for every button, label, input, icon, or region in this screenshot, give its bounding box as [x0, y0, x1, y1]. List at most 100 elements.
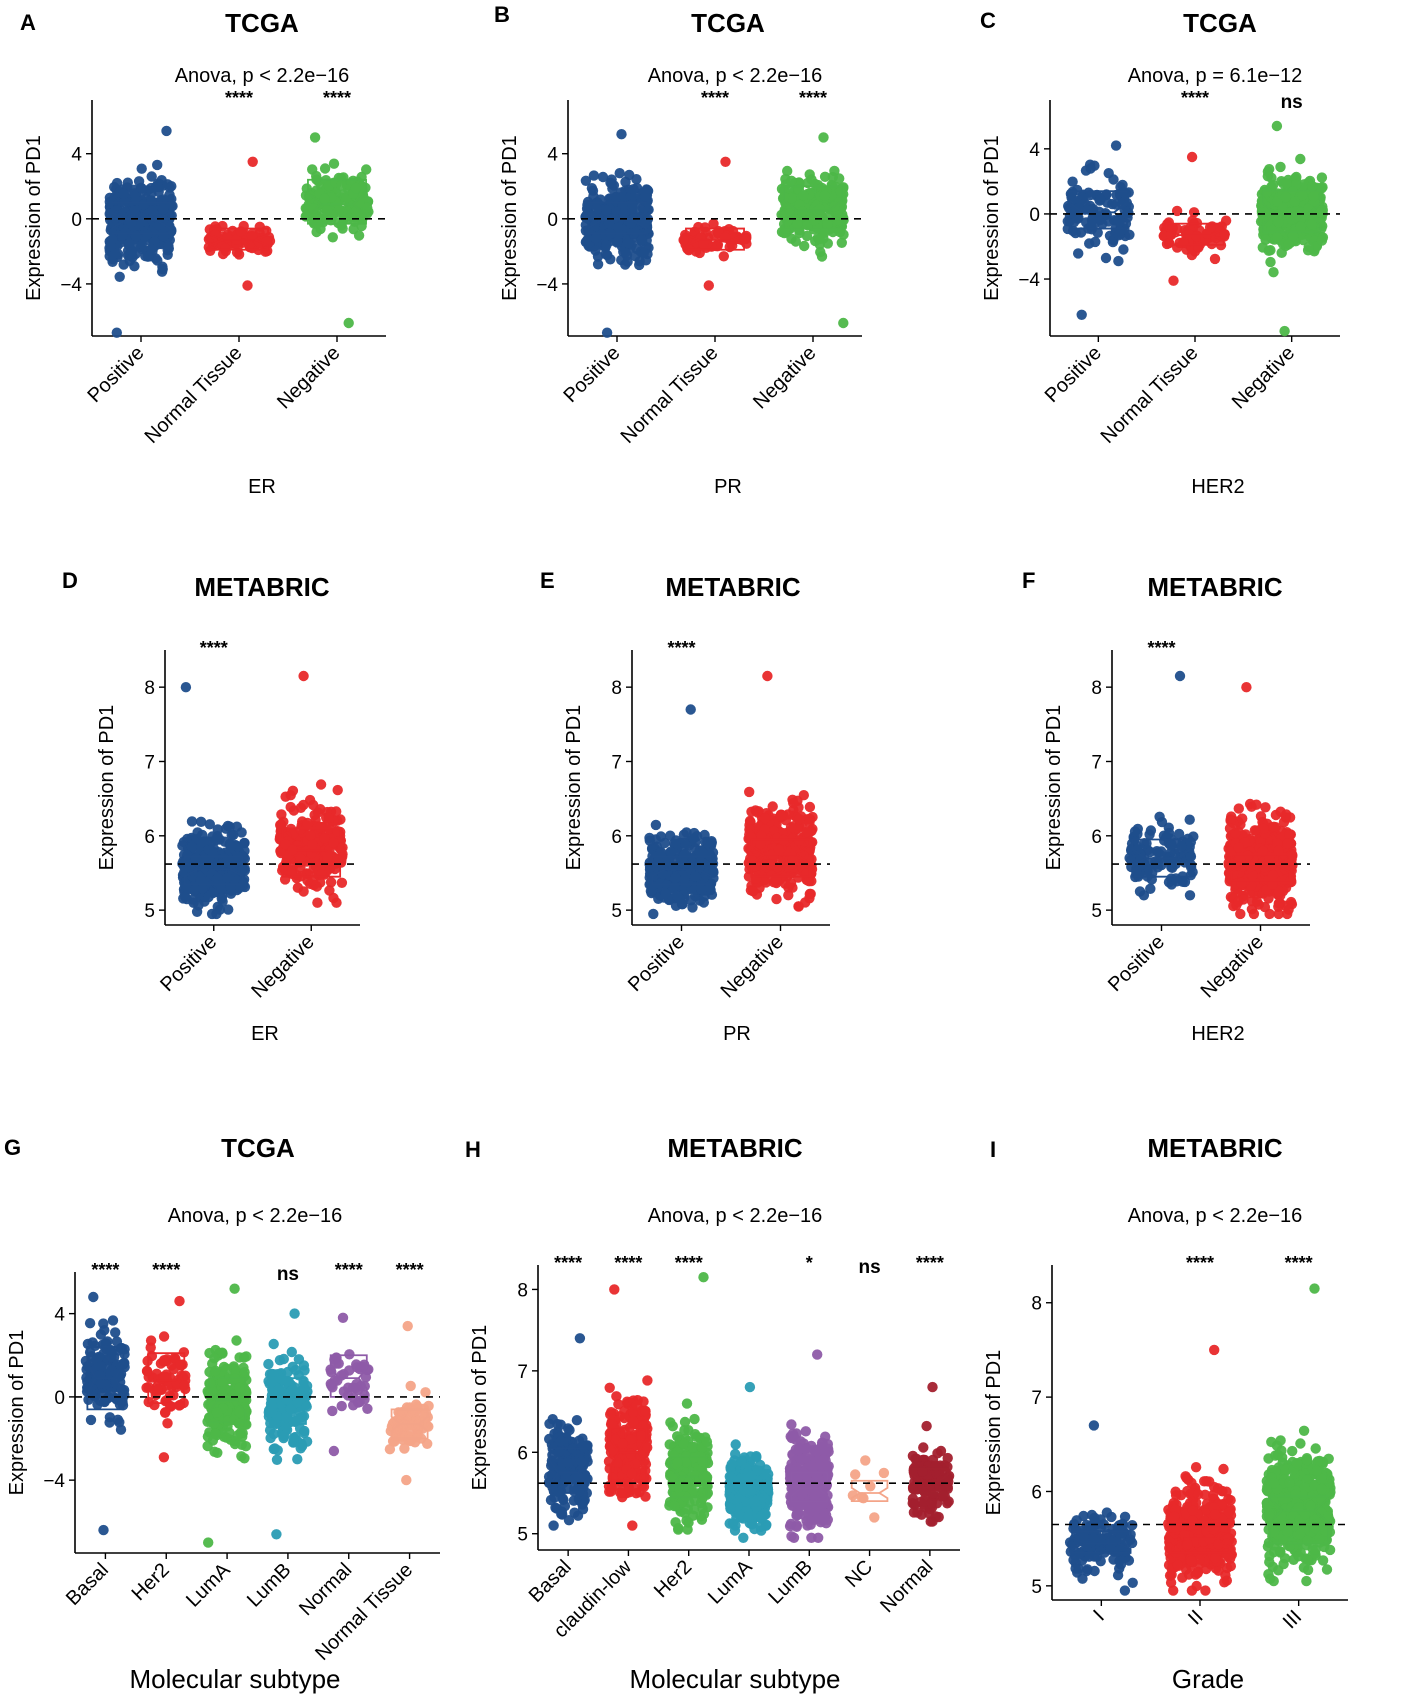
data-point [1219, 229, 1230, 240]
data-point [1134, 886, 1146, 897]
x-tick-label: Positive [1104, 931, 1169, 996]
data-point [601, 205, 612, 216]
data-point [222, 872, 233, 883]
data-point [620, 176, 631, 188]
data-point [1116, 198, 1128, 210]
group-negative [776, 132, 849, 329]
data-point [328, 837, 339, 848]
data-point [84, 1318, 96, 1329]
data-point [1145, 883, 1156, 894]
data-point [1186, 151, 1198, 163]
data-point [1156, 846, 1167, 857]
data-point [111, 177, 123, 189]
data-point [180, 682, 192, 693]
data-point [152, 178, 164, 189]
data-point [702, 837, 713, 848]
data-point [242, 280, 253, 291]
data-point [670, 835, 682, 846]
data-point [206, 908, 218, 920]
data-point [197, 883, 208, 894]
data-point [767, 801, 778, 812]
data-point [107, 1315, 119, 1326]
data-point [350, 182, 362, 194]
data-point [590, 233, 602, 244]
data-point [336, 1400, 347, 1412]
data-point [628, 184, 639, 195]
significance-label: ns [277, 1264, 299, 1285]
box [281, 827, 342, 878]
panel-letter: A [20, 10, 36, 35]
data-point [640, 190, 651, 202]
data-point [1191, 231, 1203, 242]
y-tick-label: 0 [547, 210, 558, 231]
data-point [829, 165, 840, 177]
data-point [597, 171, 609, 183]
data-point [107, 234, 118, 245]
anova-subtitle: Anova, p < 2.2e−16 [648, 65, 823, 87]
data-point [819, 190, 830, 201]
data-point [174, 1295, 185, 1307]
data-point [343, 317, 354, 329]
data-point [1184, 814, 1195, 825]
data-point [195, 875, 207, 886]
data-point [1113, 255, 1124, 267]
data-point [838, 229, 849, 240]
data-point [1284, 829, 1295, 840]
data-point [145, 1335, 157, 1346]
data-point [773, 844, 785, 855]
data-point [819, 171, 831, 182]
data-point [698, 897, 709, 908]
data-point [618, 209, 629, 220]
significance-label: **** [152, 1260, 180, 1280]
data-point [263, 1358, 274, 1370]
data-point [152, 1384, 163, 1395]
data-point [216, 893, 227, 904]
data-point [838, 317, 849, 329]
significance-label: **** [799, 88, 827, 108]
x-tick-label: Positive [156, 931, 221, 996]
data-point [328, 892, 339, 904]
x-axis-label: PR [714, 476, 742, 498]
data-point [601, 327, 613, 338]
y-axis-label: Expression of PD1 [23, 135, 45, 301]
data-point [650, 819, 662, 831]
data-point [1073, 248, 1084, 259]
data-point [785, 822, 797, 833]
data-point [678, 234, 689, 246]
data-point [790, 236, 801, 247]
data-point [307, 164, 318, 175]
data-point [638, 248, 649, 259]
data-point [85, 1414, 97, 1426]
data-point [611, 237, 623, 248]
data-point [236, 827, 247, 838]
data-point [110, 1327, 121, 1338]
significance-label: **** [323, 88, 351, 108]
data-point [1067, 176, 1078, 187]
x-tick-label: Normal Tissue [617, 342, 723, 448]
data-point [1118, 244, 1129, 255]
data-point [271, 1529, 282, 1540]
data-point [1168, 275, 1179, 286]
data-point [1264, 164, 1275, 175]
data-point [309, 809, 320, 821]
data-point [336, 180, 347, 191]
data-point [271, 1454, 283, 1466]
data-point [1315, 207, 1326, 218]
data-point [1085, 163, 1096, 174]
data-point [1184, 890, 1196, 901]
y-tick-label: 5 [1091, 901, 1102, 922]
data-point [315, 779, 327, 790]
panel-letter: B [494, 2, 510, 27]
data-point [1154, 811, 1165, 822]
x-tick-label: LumA [182, 1559, 235, 1612]
data-point [679, 849, 690, 860]
data-point [236, 865, 248, 876]
panel-letter: C [980, 8, 996, 33]
data-point [1307, 181, 1318, 192]
panel-title: METABRIC [194, 572, 330, 602]
group-negative [1255, 120, 1329, 337]
data-point [305, 830, 316, 841]
